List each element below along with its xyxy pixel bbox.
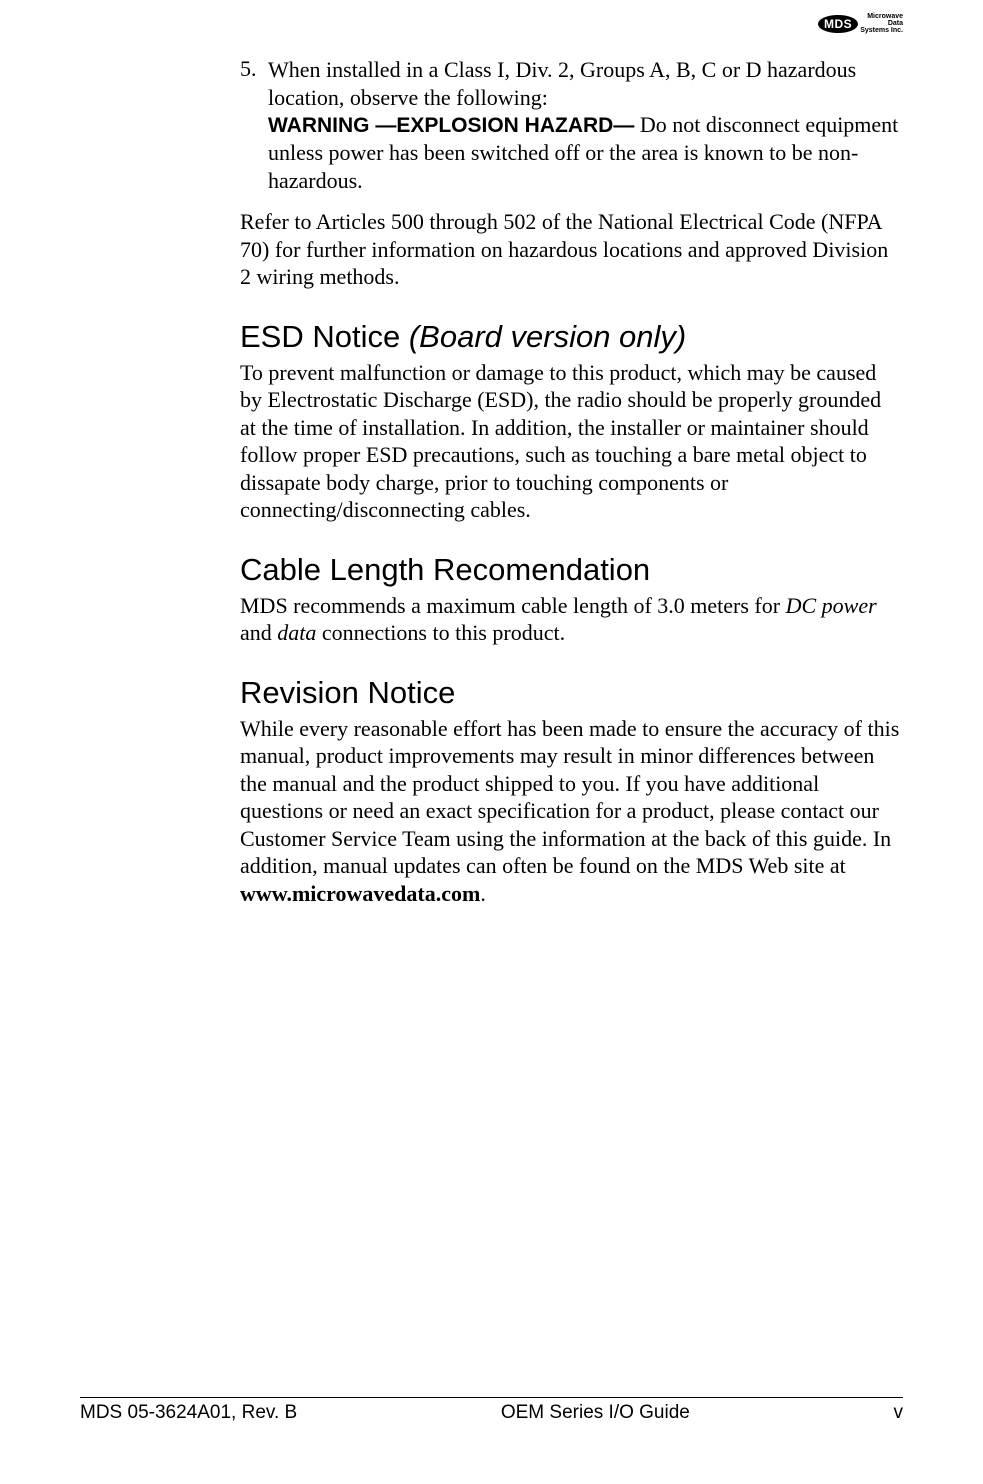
cable-italic1: DC power bbox=[786, 593, 877, 618]
main-content: 5. When installed in a Class I, Div. 2, … bbox=[240, 56, 900, 935]
logo-line1: Microwave bbox=[860, 13, 903, 20]
footer-left: MDS 05-3624A01, Rev. B bbox=[80, 1402, 297, 1424]
cable-body: MDS recommends a maximum cable length of… bbox=[240, 592, 900, 647]
logo-text: Microwave Data Systems Inc. bbox=[860, 13, 903, 34]
footer-center: OEM Series I/O Guide bbox=[297, 1402, 893, 1424]
item5-text1: When installed in a Class I, Div. 2, Gro… bbox=[268, 57, 856, 110]
revision-url: www.microwavedata.com bbox=[240, 881, 480, 906]
esd-heading-plain: ESD Notice bbox=[240, 319, 409, 354]
esd-heading-italic: (Board version only) bbox=[409, 319, 686, 354]
list-item-5: 5. When installed in a Class I, Div. 2, … bbox=[240, 56, 900, 194]
logo-mark: MDS bbox=[818, 15, 858, 33]
list-body: When installed in a Class I, Div. 2, Gro… bbox=[268, 56, 900, 194]
logo-line2: Data bbox=[860, 20, 903, 27]
cable-heading: Cable Length Recomendation bbox=[240, 552, 900, 588]
cable-pre: MDS recommends a maximum cable length of… bbox=[240, 593, 786, 618]
refer-paragraph: Refer to Articles 500 through 502 of the… bbox=[240, 208, 900, 291]
footer-right: v bbox=[894, 1402, 904, 1424]
esd-body: To prevent malfunction or damage to this… bbox=[240, 359, 900, 524]
revision-body: While every reasonable effort has been m… bbox=[240, 715, 900, 908]
cable-mid: and bbox=[240, 620, 277, 645]
esd-heading: ESD Notice (Board version only) bbox=[240, 319, 900, 355]
revision-pre: While every reasonable effort has been m… bbox=[240, 716, 899, 879]
logo-line3: Systems Inc. bbox=[860, 27, 903, 34]
list-number: 5. bbox=[240, 56, 268, 194]
cable-post: connections to this product. bbox=[316, 620, 565, 645]
revision-post: . bbox=[480, 881, 486, 906]
cable-italic2: data bbox=[277, 620, 316, 645]
page-footer: MDS 05-3624A01, Rev. B OEM Series I/O Gu… bbox=[80, 1397, 903, 1424]
warning-label: WARNING —EXPLOSION HAZARD— bbox=[268, 114, 634, 137]
mds-logo: MDS Microwave Data Systems Inc. bbox=[818, 13, 903, 34]
revision-heading: Revision Notice bbox=[240, 675, 900, 711]
